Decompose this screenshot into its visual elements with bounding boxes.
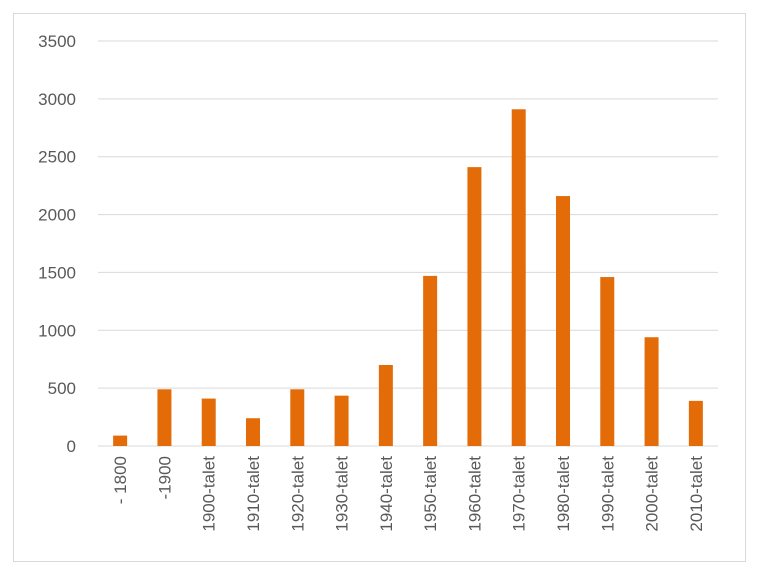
bar (467, 167, 482, 446)
chart-frame (13, 13, 746, 562)
x-tick-label: 1920-talet (288, 456, 307, 532)
bar (113, 435, 128, 446)
x-tick-label: - 1800 (111, 456, 130, 504)
y-tick-label: 2500 (38, 148, 76, 167)
x-tick-label: 1980-talet (554, 456, 573, 532)
y-tick-label: 3000 (38, 90, 76, 109)
bar (600, 277, 615, 446)
bar (556, 196, 570, 446)
y-tick-label: 1500 (38, 263, 76, 282)
x-tick-label: 2000-talet (643, 456, 662, 532)
y-tick-label: 500 (48, 379, 76, 398)
bar (334, 395, 349, 446)
bar (511, 109, 526, 447)
bar (644, 337, 659, 446)
x-tick-label: 1960-talet (465, 456, 484, 532)
y-tick-label: 1000 (38, 321, 76, 340)
x-axis-ticks: - 1800 -1900 1900-talet 1910-talet 1920-tale… (111, 456, 706, 532)
gridlines (98, 40, 718, 447)
x-tick-label: 1940-talet (377, 456, 396, 532)
y-tick-label: 2000 (38, 206, 76, 225)
x-tick-label: 1930-talet (333, 456, 352, 532)
x-tick-label: -1900 (155, 456, 174, 499)
x-tick-label: 1950-talet (421, 456, 440, 532)
bars (113, 109, 703, 447)
y-axis-ticks: 0 500 1000 1500 2000 2500 3000 3500 (38, 32, 76, 456)
x-tick-label: 2010-talet (687, 456, 706, 532)
bar (201, 398, 216, 446)
y-tick-label: 3500 (38, 32, 76, 51)
y-tick-label: 0 (67, 437, 76, 456)
bar (423, 275, 438, 446)
bar (246, 418, 260, 446)
x-tick-label: 1900-talet (200, 456, 219, 532)
bar (688, 400, 703, 446)
bar (290, 389, 305, 446)
x-tick-label: 1990-talet (598, 456, 617, 532)
bar (378, 365, 393, 446)
bar (157, 389, 172, 446)
x-tick-label: 1910-talet (244, 456, 263, 532)
x-tick-label: 1970-talet (510, 456, 529, 532)
